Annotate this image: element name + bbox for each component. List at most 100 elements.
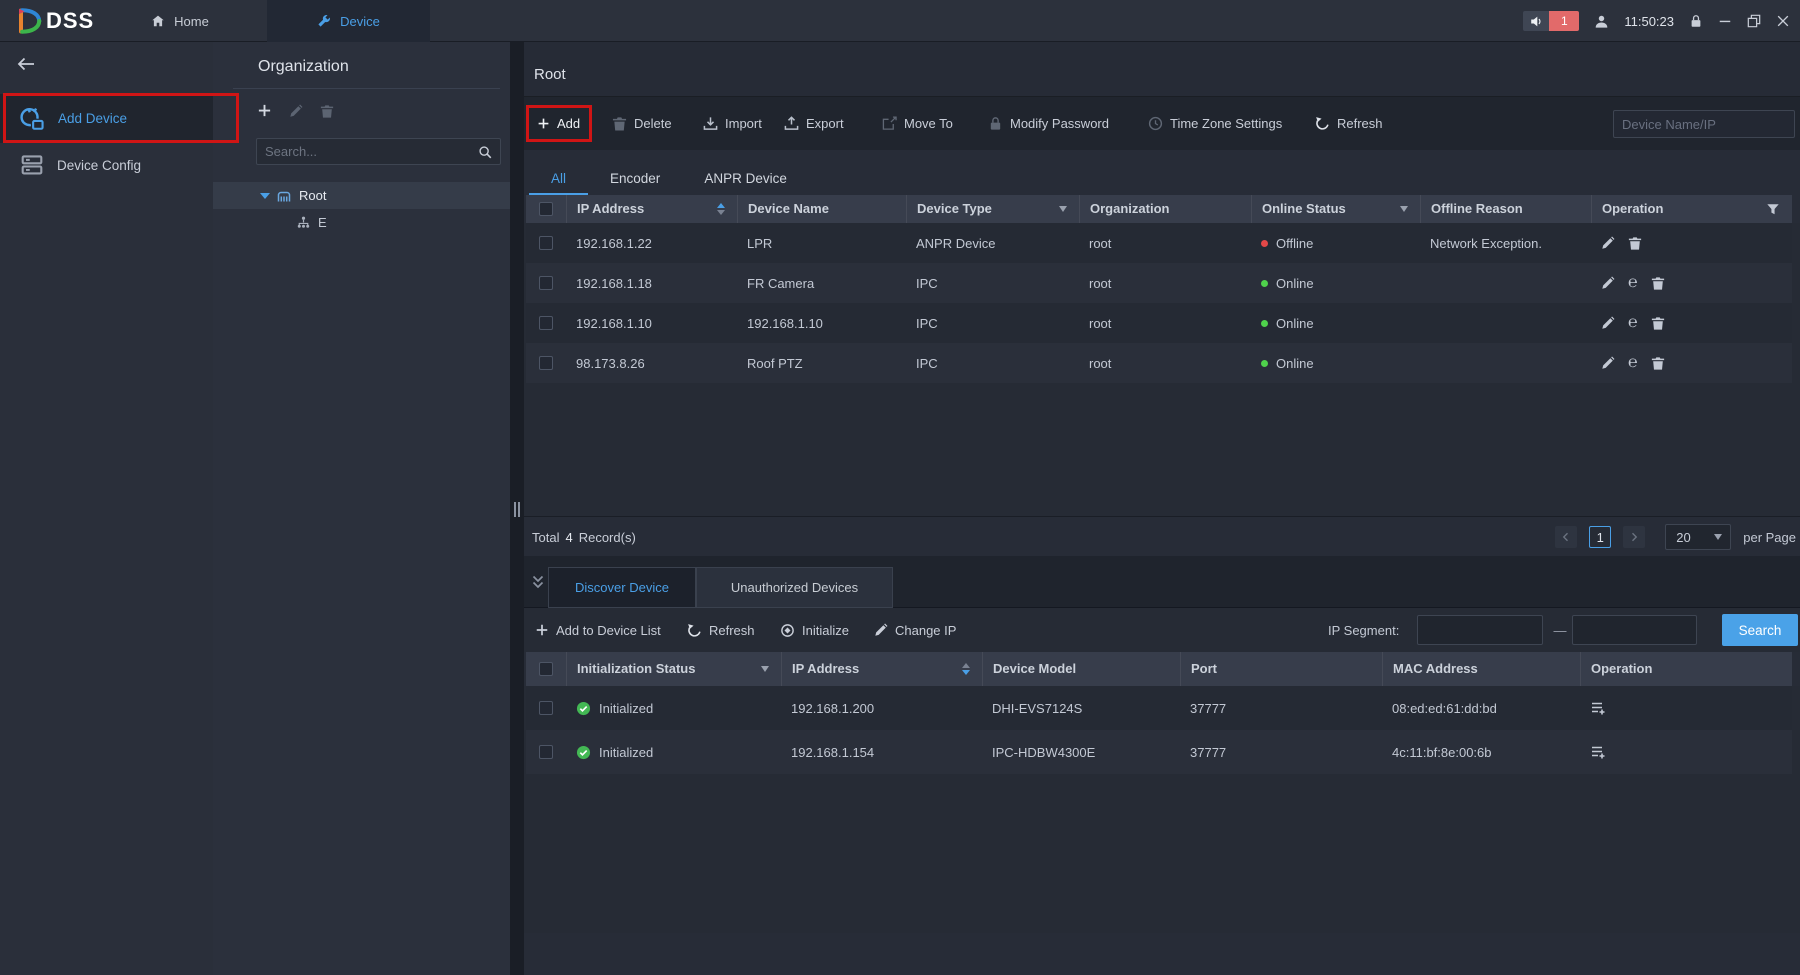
organization-search-input[interactable] xyxy=(257,144,478,159)
table-row[interactable]: Initialized 192.168.1.200 DHI-EVS7124S 3… xyxy=(526,686,1792,730)
add-to-list-icon[interactable] xyxy=(1590,700,1606,716)
search-button[interactable]: Search xyxy=(1722,614,1798,646)
edit-icon[interactable] xyxy=(1601,356,1615,370)
splitter-grip[interactable] xyxy=(514,502,520,517)
tab-all[interactable]: All xyxy=(529,171,588,195)
col-device-type[interactable]: Device Type xyxy=(906,195,1079,223)
table-row[interactable]: 98.173.8.26 Roof PTZ IPC root Online ℮ xyxy=(526,343,1792,383)
alarm-sound-widget[interactable]: 1 xyxy=(1523,11,1579,31)
page-number[interactable]: 1 xyxy=(1589,526,1611,548)
page-size-select[interactable]: 20 xyxy=(1665,524,1731,550)
sort-icon[interactable] xyxy=(962,663,970,675)
import-button[interactable]: Import xyxy=(703,97,762,150)
table-row[interactable]: 192.168.1.10 192.168.1.10 IPC root Onlin… xyxy=(526,303,1792,343)
filter-caret-icon[interactable] xyxy=(1059,206,1067,212)
add-to-list-icon[interactable] xyxy=(1590,744,1606,760)
tab-encoder[interactable]: Encoder xyxy=(588,171,682,195)
sort-icon[interactable] xyxy=(717,203,725,215)
online-dot xyxy=(1261,320,1268,327)
edit-icon[interactable] xyxy=(1601,276,1615,290)
cell-name: Roof PTZ xyxy=(737,356,906,371)
user-icon[interactable] xyxy=(1594,14,1609,29)
next-page-button[interactable] xyxy=(1623,526,1645,548)
row-checkbox[interactable] xyxy=(539,316,553,330)
minimize-button[interactable] xyxy=(1718,14,1732,28)
col-ip-address[interactable]: IP Address xyxy=(781,652,982,686)
tab-unauthorized-devices[interactable]: Unauthorized Devices xyxy=(696,567,893,608)
row-checkbox[interactable] xyxy=(539,276,553,290)
delete-icon[interactable] xyxy=(1651,276,1665,290)
tree-child-label: E xyxy=(318,215,327,230)
delete-button[interactable]: Delete xyxy=(612,97,672,150)
row-checkbox[interactable] xyxy=(539,701,553,715)
delete-label: Delete xyxy=(634,116,672,131)
organization-title: Organization xyxy=(258,58,349,76)
select-all-checkbox[interactable] xyxy=(539,202,553,216)
add-to-device-list-button[interactable]: Add to Device List xyxy=(535,608,661,652)
delete-icon[interactable] xyxy=(1651,316,1665,330)
table-row[interactable]: 192.168.1.22 LPR ANPR Device root Offlin… xyxy=(526,223,1792,263)
col-offline-reason: Offline Reason xyxy=(1420,195,1591,223)
delete-icon[interactable] xyxy=(1628,236,1642,250)
collapse-panel-icon[interactable] xyxy=(530,574,546,590)
organization-panel: Organization Root E xyxy=(213,42,510,975)
tab-anpr-device[interactable]: ANPR Device xyxy=(682,171,809,195)
delete-org-icon[interactable] xyxy=(320,104,334,118)
edit-org-icon[interactable] xyxy=(289,104,303,118)
web-browser-icon[interactable]: ℮ xyxy=(1628,355,1638,371)
tree-expander-icon[interactable] xyxy=(260,193,270,199)
modify-password-button[interactable]: Modify Password xyxy=(988,97,1109,150)
row-checkbox[interactable] xyxy=(539,236,553,250)
web-browser-icon[interactable]: ℮ xyxy=(1628,275,1638,291)
tab-discover-device[interactable]: Discover Device xyxy=(548,567,696,608)
discover-rows: Initialized 192.168.1.200 DHI-EVS7124S 3… xyxy=(526,686,1792,774)
refresh-button[interactable]: Refresh xyxy=(1315,97,1383,150)
edit-icon[interactable] xyxy=(1601,236,1615,250)
select-all-checkbox[interactable] xyxy=(539,662,553,676)
sidebar-item-add-device[interactable]: Add Device xyxy=(0,94,213,143)
delete-icon[interactable] xyxy=(1651,356,1665,370)
move-to-button[interactable]: Move To xyxy=(882,97,953,150)
table-footer: Total 4 Record(s) 1 20 per Page xyxy=(524,516,1800,556)
speaker-icon xyxy=(1523,11,1549,31)
cell-ip: 98.173.8.26 xyxy=(566,356,737,371)
web-browser-icon[interactable]: ℮ xyxy=(1628,315,1638,331)
filter-caret-icon[interactable] xyxy=(1400,206,1408,212)
ip-segment-end-input[interactable] xyxy=(1573,616,1696,644)
tree-node-e[interactable]: E xyxy=(213,209,510,236)
device-search-input[interactable] xyxy=(1614,117,1800,132)
initialize-button[interactable]: Initialize xyxy=(780,608,849,652)
export-button[interactable]: Export xyxy=(784,97,844,150)
add-device-button[interactable]: Add xyxy=(537,97,580,150)
filter-caret-icon[interactable] xyxy=(761,666,769,672)
tab-device[interactable]: Device xyxy=(267,0,430,42)
restore-window-button[interactable] xyxy=(1747,14,1761,28)
close-button[interactable] xyxy=(1776,14,1790,28)
row-checkbox[interactable] xyxy=(539,356,553,370)
table-row[interactable]: Initialized 192.168.1.154 IPC-HDBW4300E … xyxy=(526,730,1792,774)
ip-segment-start-input[interactable] xyxy=(1418,616,1542,644)
time-zone-settings-button[interactable]: Time Zone Settings xyxy=(1148,97,1282,150)
sidebar-item-device-config[interactable]: Device Config xyxy=(0,143,213,187)
back-button[interactable] xyxy=(16,54,36,74)
col-ip-address[interactable]: IP Address xyxy=(566,195,737,223)
cell-init-status: Initialized xyxy=(566,745,781,760)
col-initialization-status[interactable]: Initialization Status xyxy=(566,652,781,686)
prev-page-button[interactable] xyxy=(1555,526,1577,548)
funnel-icon[interactable] xyxy=(1766,202,1780,216)
table-row[interactable]: 192.168.1.18 FR Camera IPC root Online ℮ xyxy=(526,263,1792,303)
time-zone-label: Time Zone Settings xyxy=(1170,116,1282,131)
lock-screen-icon[interactable] xyxy=(1689,14,1703,28)
panel-splitter[interactable] xyxy=(510,42,524,975)
add-org-icon[interactable] xyxy=(257,103,272,118)
refresh-label: Refresh xyxy=(1337,116,1383,131)
edit-icon[interactable] xyxy=(1601,316,1615,330)
check-circle-icon xyxy=(576,745,591,760)
col-online-status[interactable]: Online Status xyxy=(1251,195,1420,223)
change-ip-button[interactable]: Change IP xyxy=(874,608,956,652)
tree-node-root[interactable]: Root xyxy=(213,182,510,209)
row-checkbox[interactable] xyxy=(539,745,553,759)
tab-home[interactable]: Home xyxy=(96,0,264,42)
discover-refresh-button[interactable]: Refresh xyxy=(687,608,755,652)
search-icon[interactable] xyxy=(478,145,492,159)
